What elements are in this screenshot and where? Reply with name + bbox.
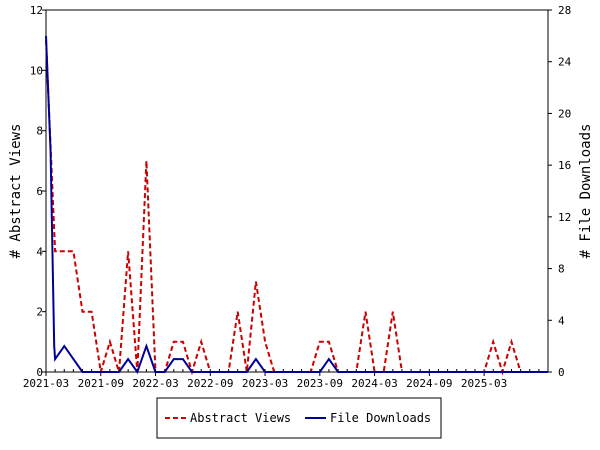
right-tick-label: 12 [558,211,571,224]
right-tick-label: 24 [558,56,572,69]
x-tick-label: 2022-09 [187,377,233,390]
x-tick-label: 2024-09 [406,377,452,390]
legend-label-abstract-views: Abstract Views [190,411,291,425]
right-tick-label: 28 [558,4,571,17]
x-tick-label: 2021-09 [78,377,124,390]
right-tick-label: 0 [558,366,565,379]
left-tick-label: 10 [30,64,43,77]
legend-box [156,397,442,439]
x-axis: 2021-03 2021-09 2022-03 2022-09 2023-03 2023-… [23,369,549,390]
left-tick-label: 12 [30,4,43,17]
right-tick-label: 4 [558,314,565,327]
left-tick-label: 6 [36,185,43,198]
right-y-axis: 0 4 8 12 16 20 24 28 [548,4,572,379]
left-tick-label: 8 [36,125,43,138]
right-tick-label: 20 [558,107,571,120]
legend: Abstract Views File Downloads [156,397,442,439]
series-layer [45,35,548,376]
x-tick-label: 2023-09 [297,377,343,390]
right-axis-title: # File Downloads [578,124,594,259]
x-tick-label: 2024-03 [351,377,397,390]
plot-area [45,9,549,373]
left-tick-label: 0 [36,366,43,379]
right-tick-label: 8 [558,263,565,276]
left-tick-label: 2 [36,306,43,319]
legend-label-file-downloads: File Downloads [330,411,431,425]
left-y-axis: 0 2 4 6 8 10 12 [30,4,46,379]
x-tick-label: 2023-03 [242,377,288,390]
right-tick-label: 16 [558,159,571,172]
left-tick-label: 4 [36,245,43,258]
x-tick-label: 2021-03 [23,377,69,390]
x-tick-label: 2025-03 [461,377,507,390]
series-line-file-downloads [45,35,548,375]
left-axis-title: # Abstract Views [8,124,24,259]
x-tick-label: 2022-03 [132,377,178,390]
